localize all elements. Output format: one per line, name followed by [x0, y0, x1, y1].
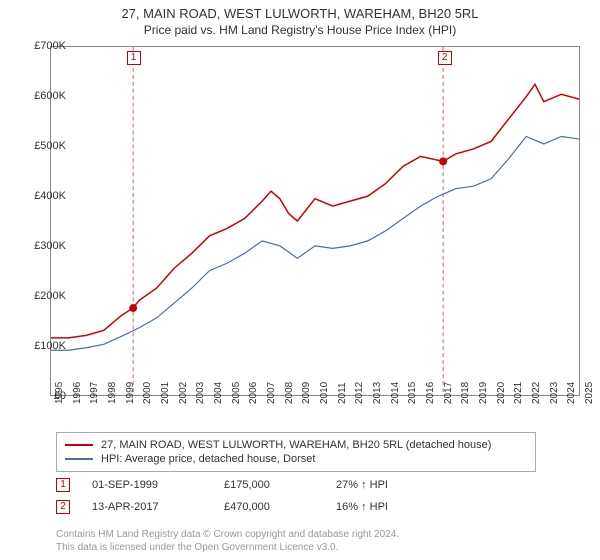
x-tick-label: 2018	[460, 382, 471, 404]
sale-date-2: 13-APR-2017	[92, 501, 202, 513]
x-tick-label: 2014	[390, 382, 401, 404]
x-tick-label: 2019	[478, 382, 489, 404]
x-tick-label: 1997	[89, 382, 100, 404]
sale-row-2: 2 13-APR-2017 £470,000 16% ↑ HPI	[56, 500, 416, 514]
sale-row-1: 1 01-SEP-1999 £175,000 27% ↑ HPI	[56, 478, 416, 492]
sale-pct-1: 27% ↑ HPI	[336, 479, 416, 491]
x-tick-label: 2021	[513, 382, 524, 404]
chart-svg	[51, 47, 579, 395]
x-tick-label: 2016	[425, 382, 436, 404]
chart-marker-2: 2	[438, 51, 452, 65]
x-tick-label: 2023	[549, 382, 560, 404]
sale-pct-2: 16% ↑ HPI	[336, 501, 416, 513]
chart: 12	[50, 46, 580, 396]
y-tick-label: £300K	[34, 240, 66, 252]
page-subtitle: Price paid vs. HM Land Registry's House …	[0, 23, 600, 37]
x-tick-label: 2003	[195, 382, 206, 404]
y-tick-label: £100K	[34, 340, 66, 352]
x-tick-label: 2012	[354, 382, 365, 404]
sale-point	[129, 304, 137, 312]
legend-label-1: 27, MAIN ROAD, WEST LULWORTH, WAREHAM, B…	[101, 439, 491, 451]
series-price_paid	[51, 84, 579, 338]
footer: Contains HM Land Registry data © Crown c…	[56, 528, 399, 554]
x-tick-label: 2024	[566, 382, 577, 404]
x-tick-label: 2025	[584, 382, 595, 404]
x-tick-label: 2007	[266, 382, 277, 404]
x-tick-label: 2000	[142, 382, 153, 404]
x-tick-label: 2020	[496, 382, 507, 404]
footer-line-1: Contains HM Land Registry data © Crown c…	[56, 528, 399, 541]
x-tick-label: 2010	[319, 382, 330, 404]
x-tick-label: 2005	[231, 382, 242, 404]
footer-line-2: This data is licensed under the Open Gov…	[56, 541, 399, 554]
x-tick-label: 2011	[337, 382, 348, 404]
y-tick-label: £400K	[34, 190, 66, 202]
legend-swatch-1	[65, 444, 93, 446]
y-tick-label: £700K	[34, 40, 66, 52]
x-tick-label: 2015	[407, 382, 418, 404]
chart-marker-1: 1	[127, 51, 141, 65]
x-tick-label: 1999	[125, 382, 136, 404]
x-tick-label: 2008	[284, 382, 295, 404]
x-tick-label: 1998	[107, 382, 118, 404]
legend: 27, MAIN ROAD, WEST LULWORTH, WAREHAM, B…	[56, 432, 536, 472]
x-tick-label: 2009	[301, 382, 312, 404]
y-tick-label: £500K	[34, 140, 66, 152]
x-tick-label: 2001	[160, 382, 171, 404]
x-tick-label: 2002	[178, 382, 189, 404]
sale-point	[439, 157, 447, 165]
x-tick-label: 2017	[443, 382, 454, 404]
x-tick-label: 2022	[531, 382, 542, 404]
y-tick-label: £200K	[34, 290, 66, 302]
y-tick-label: £600K	[34, 90, 66, 102]
x-tick-label: 2013	[372, 382, 383, 404]
sale-marker-1: 1	[56, 478, 70, 492]
series-hpi	[51, 136, 579, 350]
legend-label-2: HPI: Average price, detached house, Dors…	[101, 453, 315, 465]
x-tick-label: 1996	[72, 382, 83, 404]
sale-date-1: 01-SEP-1999	[92, 479, 202, 491]
x-tick-label: 2004	[213, 382, 224, 404]
sale-price-1: £175,000	[224, 479, 314, 491]
legend-swatch-2	[65, 458, 93, 460]
x-tick-label: 1995	[54, 382, 65, 404]
sale-price-2: £470,000	[224, 501, 314, 513]
sale-marker-2: 2	[56, 500, 70, 514]
x-tick-label: 2006	[248, 382, 259, 404]
page-title: 27, MAIN ROAD, WEST LULWORTH, WAREHAM, B…	[0, 6, 600, 21]
